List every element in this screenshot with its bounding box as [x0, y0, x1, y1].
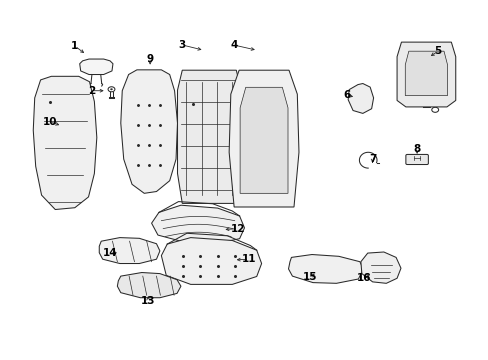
- Text: 3: 3: [179, 40, 185, 50]
- Polygon shape: [121, 70, 177, 193]
- Text: 8: 8: [413, 144, 420, 154]
- Polygon shape: [99, 238, 160, 264]
- Text: 16: 16: [356, 273, 371, 283]
- Polygon shape: [240, 87, 287, 193]
- Polygon shape: [177, 70, 241, 203]
- Circle shape: [110, 89, 112, 90]
- Bar: [301, 266, 311, 274]
- Bar: [419, 73, 432, 84]
- Text: 9: 9: [146, 54, 153, 64]
- Text: 7: 7: [368, 154, 376, 164]
- Text: 11: 11: [242, 254, 256, 264]
- Bar: [252, 127, 275, 149]
- Polygon shape: [33, 76, 97, 210]
- Bar: [335, 266, 346, 274]
- Polygon shape: [288, 255, 363, 283]
- Polygon shape: [151, 205, 244, 243]
- Polygon shape: [229, 70, 298, 207]
- Polygon shape: [396, 42, 455, 107]
- Text: 15: 15: [303, 272, 317, 282]
- Polygon shape: [161, 238, 261, 284]
- Polygon shape: [117, 273, 181, 298]
- Text: 13: 13: [141, 296, 155, 306]
- Bar: [318, 266, 328, 274]
- Text: 2: 2: [88, 86, 95, 96]
- Text: 14: 14: [102, 248, 117, 258]
- Text: 10: 10: [42, 117, 57, 127]
- Text: 4: 4: [229, 40, 237, 50]
- Polygon shape: [347, 84, 373, 113]
- Text: 5: 5: [434, 46, 441, 56]
- Text: 12: 12: [230, 224, 245, 234]
- Polygon shape: [360, 252, 400, 283]
- Text: 1: 1: [71, 41, 78, 51]
- FancyBboxPatch shape: [405, 154, 427, 165]
- Polygon shape: [405, 51, 447, 95]
- Text: 6: 6: [343, 90, 350, 100]
- Polygon shape: [80, 59, 113, 75]
- FancyBboxPatch shape: [135, 75, 163, 92]
